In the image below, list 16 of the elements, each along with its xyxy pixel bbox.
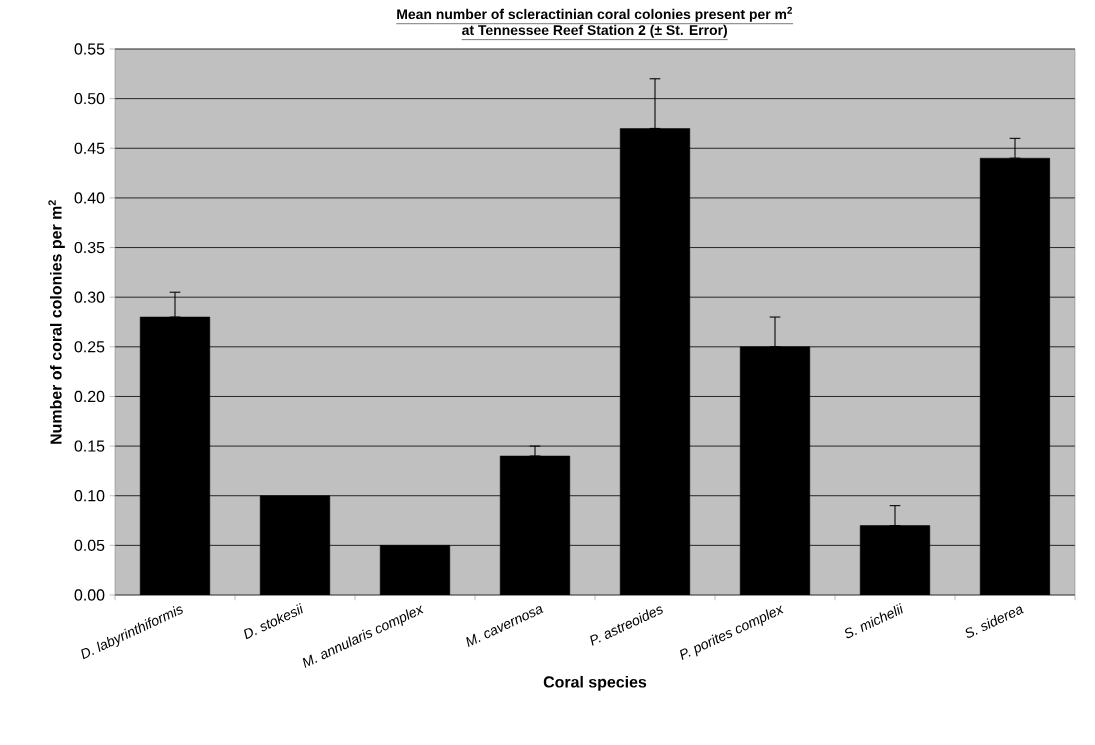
y-tick-label: 0.05 [74, 539, 105, 551]
y-tick-label: 0.25 [74, 341, 105, 353]
y-tick-label: 0.15 [74, 440, 105, 452]
y-tick-label: 0.10 [74, 490, 105, 502]
y-axis-title: Number of coral colonies per m$^{2}$ [48, 200, 65, 444]
y-tick-label: 0.50 [74, 93, 105, 105]
y-tick-label: 0.35 [74, 241, 105, 254]
y-tick-label: 0.40 [74, 192, 105, 204]
y-tick-label: 0.00 [74, 589, 105, 601]
y-tick-label: 0.20 [74, 390, 105, 403]
x-axis-title: Coral species [543, 675, 647, 691]
chart-subtitle: at Tennessee Reef Station 2 (± St. Error) [462, 24, 727, 38]
chart-title: Mean number of scleractinian coral colonies present per m$^{2}$ [397, 6, 792, 22]
y-tick-label: 0.30 [74, 291, 105, 303]
y-tick-label: 0.55 [74, 43, 105, 55]
y-tick-label: 0.45 [74, 142, 105, 154]
